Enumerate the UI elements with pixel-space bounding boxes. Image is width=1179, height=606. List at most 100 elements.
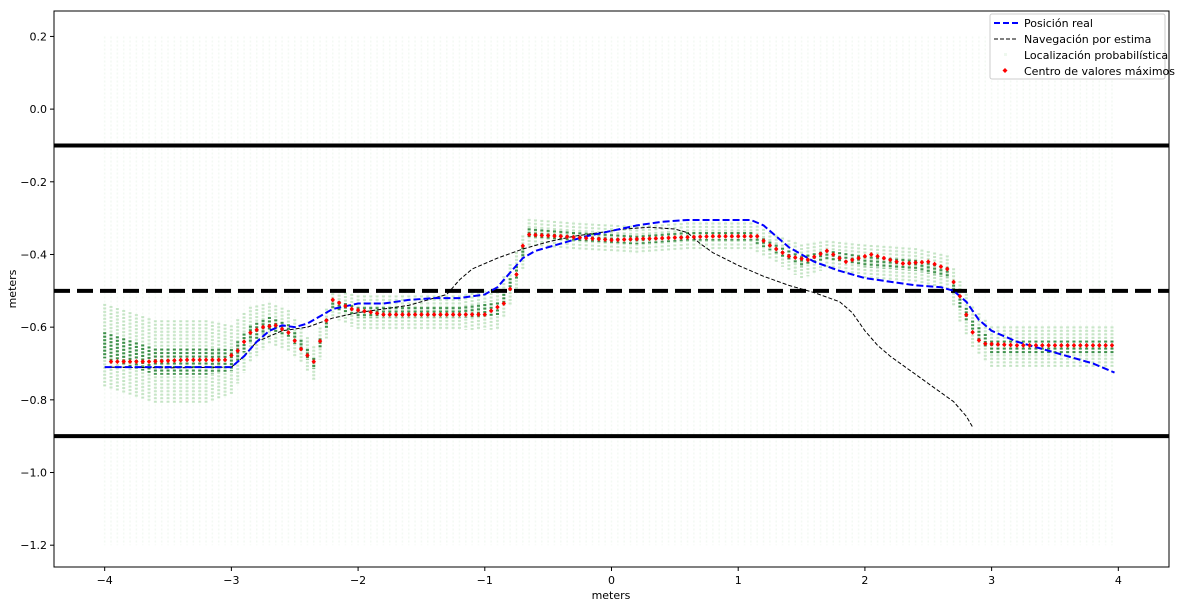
- max-value-marker: [805, 257, 811, 263]
- max-value-marker: [685, 234, 690, 240]
- max-value-marker: [1046, 342, 1051, 348]
- max-value-marker: [305, 352, 310, 358]
- max-value-marker: [729, 233, 735, 239]
- max-value-marker: [945, 266, 950, 272]
- max-value-marker: [900, 261, 906, 267]
- max-value-marker: [539, 232, 545, 238]
- max-value-marker: [172, 357, 177, 363]
- max-value-marker: [970, 329, 975, 335]
- x-tick-label: −2: [350, 574, 366, 587]
- x-tick-label: −3: [223, 574, 239, 587]
- max-value-marker: [678, 234, 684, 240]
- max-value-marker: [355, 307, 361, 313]
- max-value-marker: [913, 260, 918, 266]
- max-value-marker: [602, 236, 608, 242]
- max-value-marker: [273, 322, 278, 328]
- max-value-marker: [1059, 342, 1064, 348]
- max-value-marker: [317, 338, 323, 344]
- y-axis: 0.2 0.0 −0.2 −0.4 −0.6 −0.8 −1.0 −1.2: [20, 30, 54, 552]
- max-value-marker: [108, 359, 114, 365]
- max-value-marker: [425, 311, 430, 317]
- max-value-marker: [545, 233, 551, 239]
- max-value-marker: [837, 255, 842, 261]
- max-value-marker: [1014, 342, 1020, 348]
- max-value-marker: [400, 311, 405, 317]
- max-value-marker: [894, 259, 899, 265]
- max-value-marker: [248, 330, 253, 336]
- max-value-marker: [1052, 342, 1058, 348]
- max-value-marker: [134, 359, 139, 365]
- max-value-marker: [748, 233, 754, 239]
- max-value-marker: [507, 286, 513, 292]
- max-value-marker: [393, 311, 399, 317]
- max-value-marker: [1008, 342, 1013, 348]
- y-tick-label: 0.2: [30, 30, 48, 43]
- max-value-marker: [349, 306, 354, 312]
- max-value-marker: [476, 311, 481, 317]
- max-value-marker: [831, 251, 836, 257]
- reference-lines: [54, 143, 1169, 439]
- max-value-marker: [869, 251, 874, 257]
- max-value-marker: [520, 243, 526, 249]
- max-value-marker: [983, 341, 988, 347]
- max-value-marker: [254, 327, 259, 333]
- max-value-marker: [381, 311, 386, 317]
- max-value-marker: [216, 357, 221, 363]
- x-tick-label: 1: [735, 574, 742, 587]
- max-value-marker: [292, 338, 297, 344]
- max-value-marker: [469, 311, 475, 317]
- max-value-marker: [932, 261, 937, 267]
- max-value-marker: [716, 233, 722, 239]
- max-value-marker: [146, 359, 152, 365]
- max-value-marker: [976, 337, 982, 343]
- max-value-marker: [596, 236, 602, 242]
- legend-box: [989, 13, 1166, 80]
- max-value-marker: [343, 303, 348, 309]
- max-value-marker: [938, 264, 944, 270]
- max-value-marker: [184, 357, 190, 363]
- max-value-marker: [812, 254, 817, 260]
- legend: Posición real Navegación por estima Loca…: [989, 13, 1175, 80]
- max-value-marker: [793, 255, 798, 261]
- max-value-marker: [368, 309, 373, 315]
- max-value-marker: [710, 233, 716, 239]
- max-value-marker: [577, 235, 583, 241]
- max-value-marker: [666, 235, 671, 241]
- max-value-marker: [704, 234, 709, 240]
- max-value-marker: [761, 238, 766, 244]
- max-value-marker: [691, 234, 697, 240]
- max-value-marker: [856, 255, 861, 261]
- max-value-marker: [495, 304, 500, 310]
- max-value-marker: [526, 232, 532, 238]
- legend-label-posicion-real: Posición real: [1024, 17, 1093, 30]
- max-value-marker: [634, 236, 640, 242]
- max-value-marker: [419, 311, 424, 317]
- max-value-marker: [888, 257, 893, 263]
- max-value-marker: [362, 308, 367, 314]
- max-value-marker: [964, 312, 969, 318]
- max-value-marker: [121, 359, 126, 365]
- max-value-marker: [583, 235, 589, 241]
- x-tick-label: 0: [608, 574, 615, 587]
- max-value-marker: [628, 236, 633, 242]
- y-tick-label: −0.8: [20, 394, 47, 407]
- x-tick-label: −1: [477, 574, 493, 587]
- max-value-marker: [653, 235, 659, 241]
- max-value-marker: [191, 357, 196, 363]
- x-tick-label: 3: [988, 574, 995, 587]
- max-value-marker: [1109, 342, 1115, 348]
- max-value-marker: [450, 311, 456, 317]
- max-value-marker: [767, 242, 773, 248]
- max-value-marker: [672, 235, 678, 241]
- max-value-marker: [1021, 342, 1026, 348]
- max-value-marker: [1084, 342, 1089, 348]
- max-value-marker: [406, 311, 411, 317]
- max-value-marker: [140, 359, 145, 365]
- y-tick-label: −0.4: [20, 248, 47, 261]
- legend-label-centro: Centro de valores máximos: [1024, 65, 1175, 78]
- max-value-marker: [640, 236, 646, 242]
- max-value-marker: [241, 339, 247, 345]
- max-value-marker: [267, 323, 272, 329]
- max-value-marker: [412, 311, 418, 317]
